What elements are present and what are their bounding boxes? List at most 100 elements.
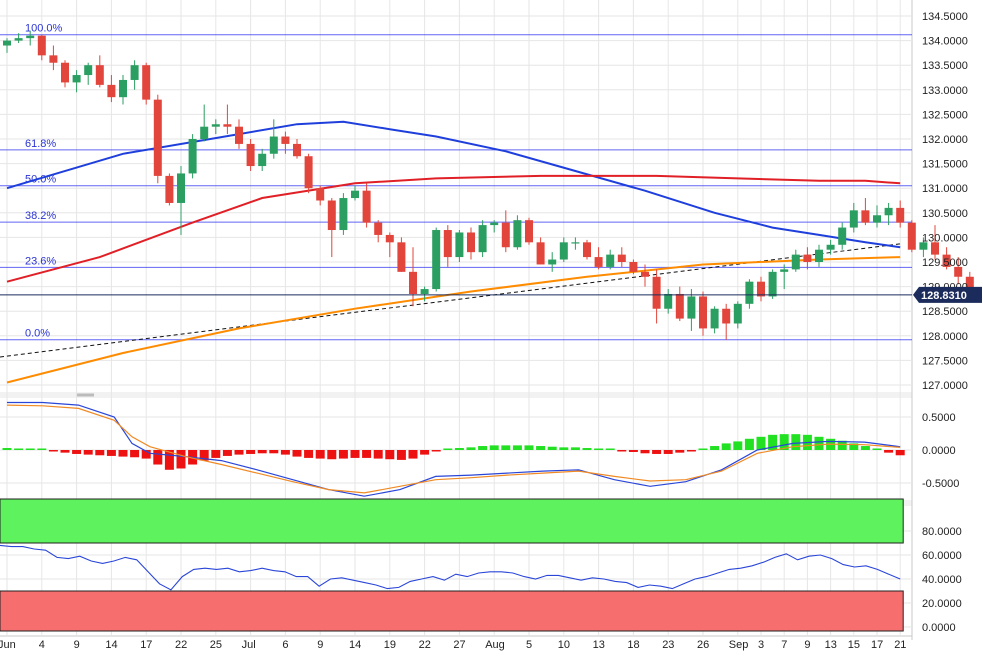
candle-body (490, 222, 499, 226)
candle-body (235, 126, 243, 144)
macd-panel (2, 401, 905, 497)
macd-histogram-bar (280, 450, 290, 455)
macd-tick-label: 0.0000 (922, 445, 956, 457)
macd-histogram-bar (130, 450, 140, 458)
macd-histogram-bar (37, 448, 47, 450)
time-tick-label: 13 (593, 639, 605, 651)
sma_slow-line (6, 256, 901, 384)
candle-body (327, 200, 336, 231)
macd-histogram-bar (779, 434, 789, 450)
candle-body (907, 222, 916, 250)
macd-histogram-bar (582, 448, 592, 450)
candle-body (362, 190, 371, 223)
signal_line (6, 404, 901, 494)
macd-histogram-bar (675, 450, 685, 453)
macd-histogram-bar (153, 450, 163, 465)
macd-histogram-bar (744, 438, 754, 450)
macd-histogram-bar (466, 447, 476, 450)
time-tick-label: 6 (282, 639, 288, 651)
candle-body (177, 173, 185, 203)
candle-body (594, 257, 603, 267)
candle-body (548, 259, 557, 265)
candle-body (26, 35, 35, 39)
macd-histogram-bar (512, 445, 522, 450)
price-tick-label: 132.0000 (922, 134, 968, 146)
candle-body (95, 65, 104, 85)
macd-histogram-bar (269, 450, 279, 454)
rsi-tick-label: 0.0000 (922, 622, 956, 634)
time-tick-label: 3 (758, 639, 764, 651)
macd-histogram-bar (396, 450, 406, 460)
time-tick-label: 17 (140, 639, 152, 651)
price-tick-label: 127.5000 (922, 355, 968, 367)
candle-body (443, 230, 452, 258)
macd-histogram-bar (362, 450, 372, 458)
candle-body (513, 220, 522, 248)
candle-body (931, 242, 939, 255)
macd-histogram-bar (628, 450, 638, 452)
time-tick-label: 23 (662, 639, 674, 651)
macd-histogram-bar (373, 450, 383, 459)
fib-level-label: 23.6% (25, 255, 56, 267)
macd-histogram-bar (501, 445, 511, 450)
time-tick-label: 26 (697, 639, 709, 651)
rsi-panel (0, 498, 904, 632)
candle-body (188, 139, 197, 174)
candle-body (269, 136, 278, 154)
time-tick-label: 18 (627, 639, 639, 651)
macd-histogram-bar (605, 448, 615, 450)
macd-histogram-bar (733, 441, 743, 450)
axis-layer: 134.5000 134.0000 133.5000 133.0000 132.5000… (0, 11, 982, 651)
candle-body (629, 262, 638, 272)
macd-histogram-bar (25, 448, 35, 450)
macd-histogram-bar (385, 450, 395, 460)
price-tick-label: 127.0000 (922, 380, 968, 392)
candle-body (664, 293, 673, 309)
macd-histogram-bar (211, 450, 221, 458)
macd-histogram-bar (2, 448, 12, 450)
macd-histogram-bar (536, 446, 546, 450)
macd-histogram-bar (559, 447, 569, 450)
macd-histogram-bar (420, 450, 430, 455)
macd-histogram-bar (721, 443, 731, 450)
candle-body (710, 308, 719, 329)
fib-level-label: 0.0% (25, 328, 50, 340)
time-tick-label: 9 (74, 639, 80, 651)
candle-body (571, 242, 580, 244)
time-tick-label: 13 (825, 639, 837, 651)
macd-histogram-bar (454, 448, 464, 450)
candle-body (37, 35, 46, 56)
price-tick-label: 128.5000 (922, 306, 968, 318)
macd-histogram-bar (83, 450, 93, 455)
candle-body (14, 38, 23, 41)
candle-body (49, 55, 58, 63)
candle-body (884, 207, 893, 216)
candle-body (652, 276, 661, 309)
macd-histogram-bar (106, 450, 116, 456)
time-tick-label: 22 (419, 639, 431, 651)
macd-histogram-bar (489, 445, 499, 450)
time-tick-label: Jul (242, 639, 256, 651)
candle-body (246, 143, 255, 167)
macd-histogram-bar (652, 450, 662, 454)
candle-body (687, 296, 696, 319)
candle-body (815, 249, 823, 262)
price-tick-label: 130.5000 (922, 208, 968, 220)
macd-histogram-bar (617, 450, 627, 452)
candle-body (72, 75, 81, 83)
macd-histogram-bar (895, 450, 905, 456)
macd-histogram-bar (872, 448, 882, 450)
macd-tick-label: 0.5000 (922, 412, 956, 424)
time-tick-label: 17 (871, 639, 883, 651)
candle-body (965, 276, 974, 295)
candle-body (61, 62, 69, 83)
candle-body (293, 143, 301, 157)
candle-body (339, 198, 348, 231)
time-tick-label: 25 (210, 639, 222, 651)
price-tick-label: 134.5000 (922, 11, 968, 23)
candle-body (919, 242, 928, 250)
sma_fast-line (6, 120, 901, 249)
